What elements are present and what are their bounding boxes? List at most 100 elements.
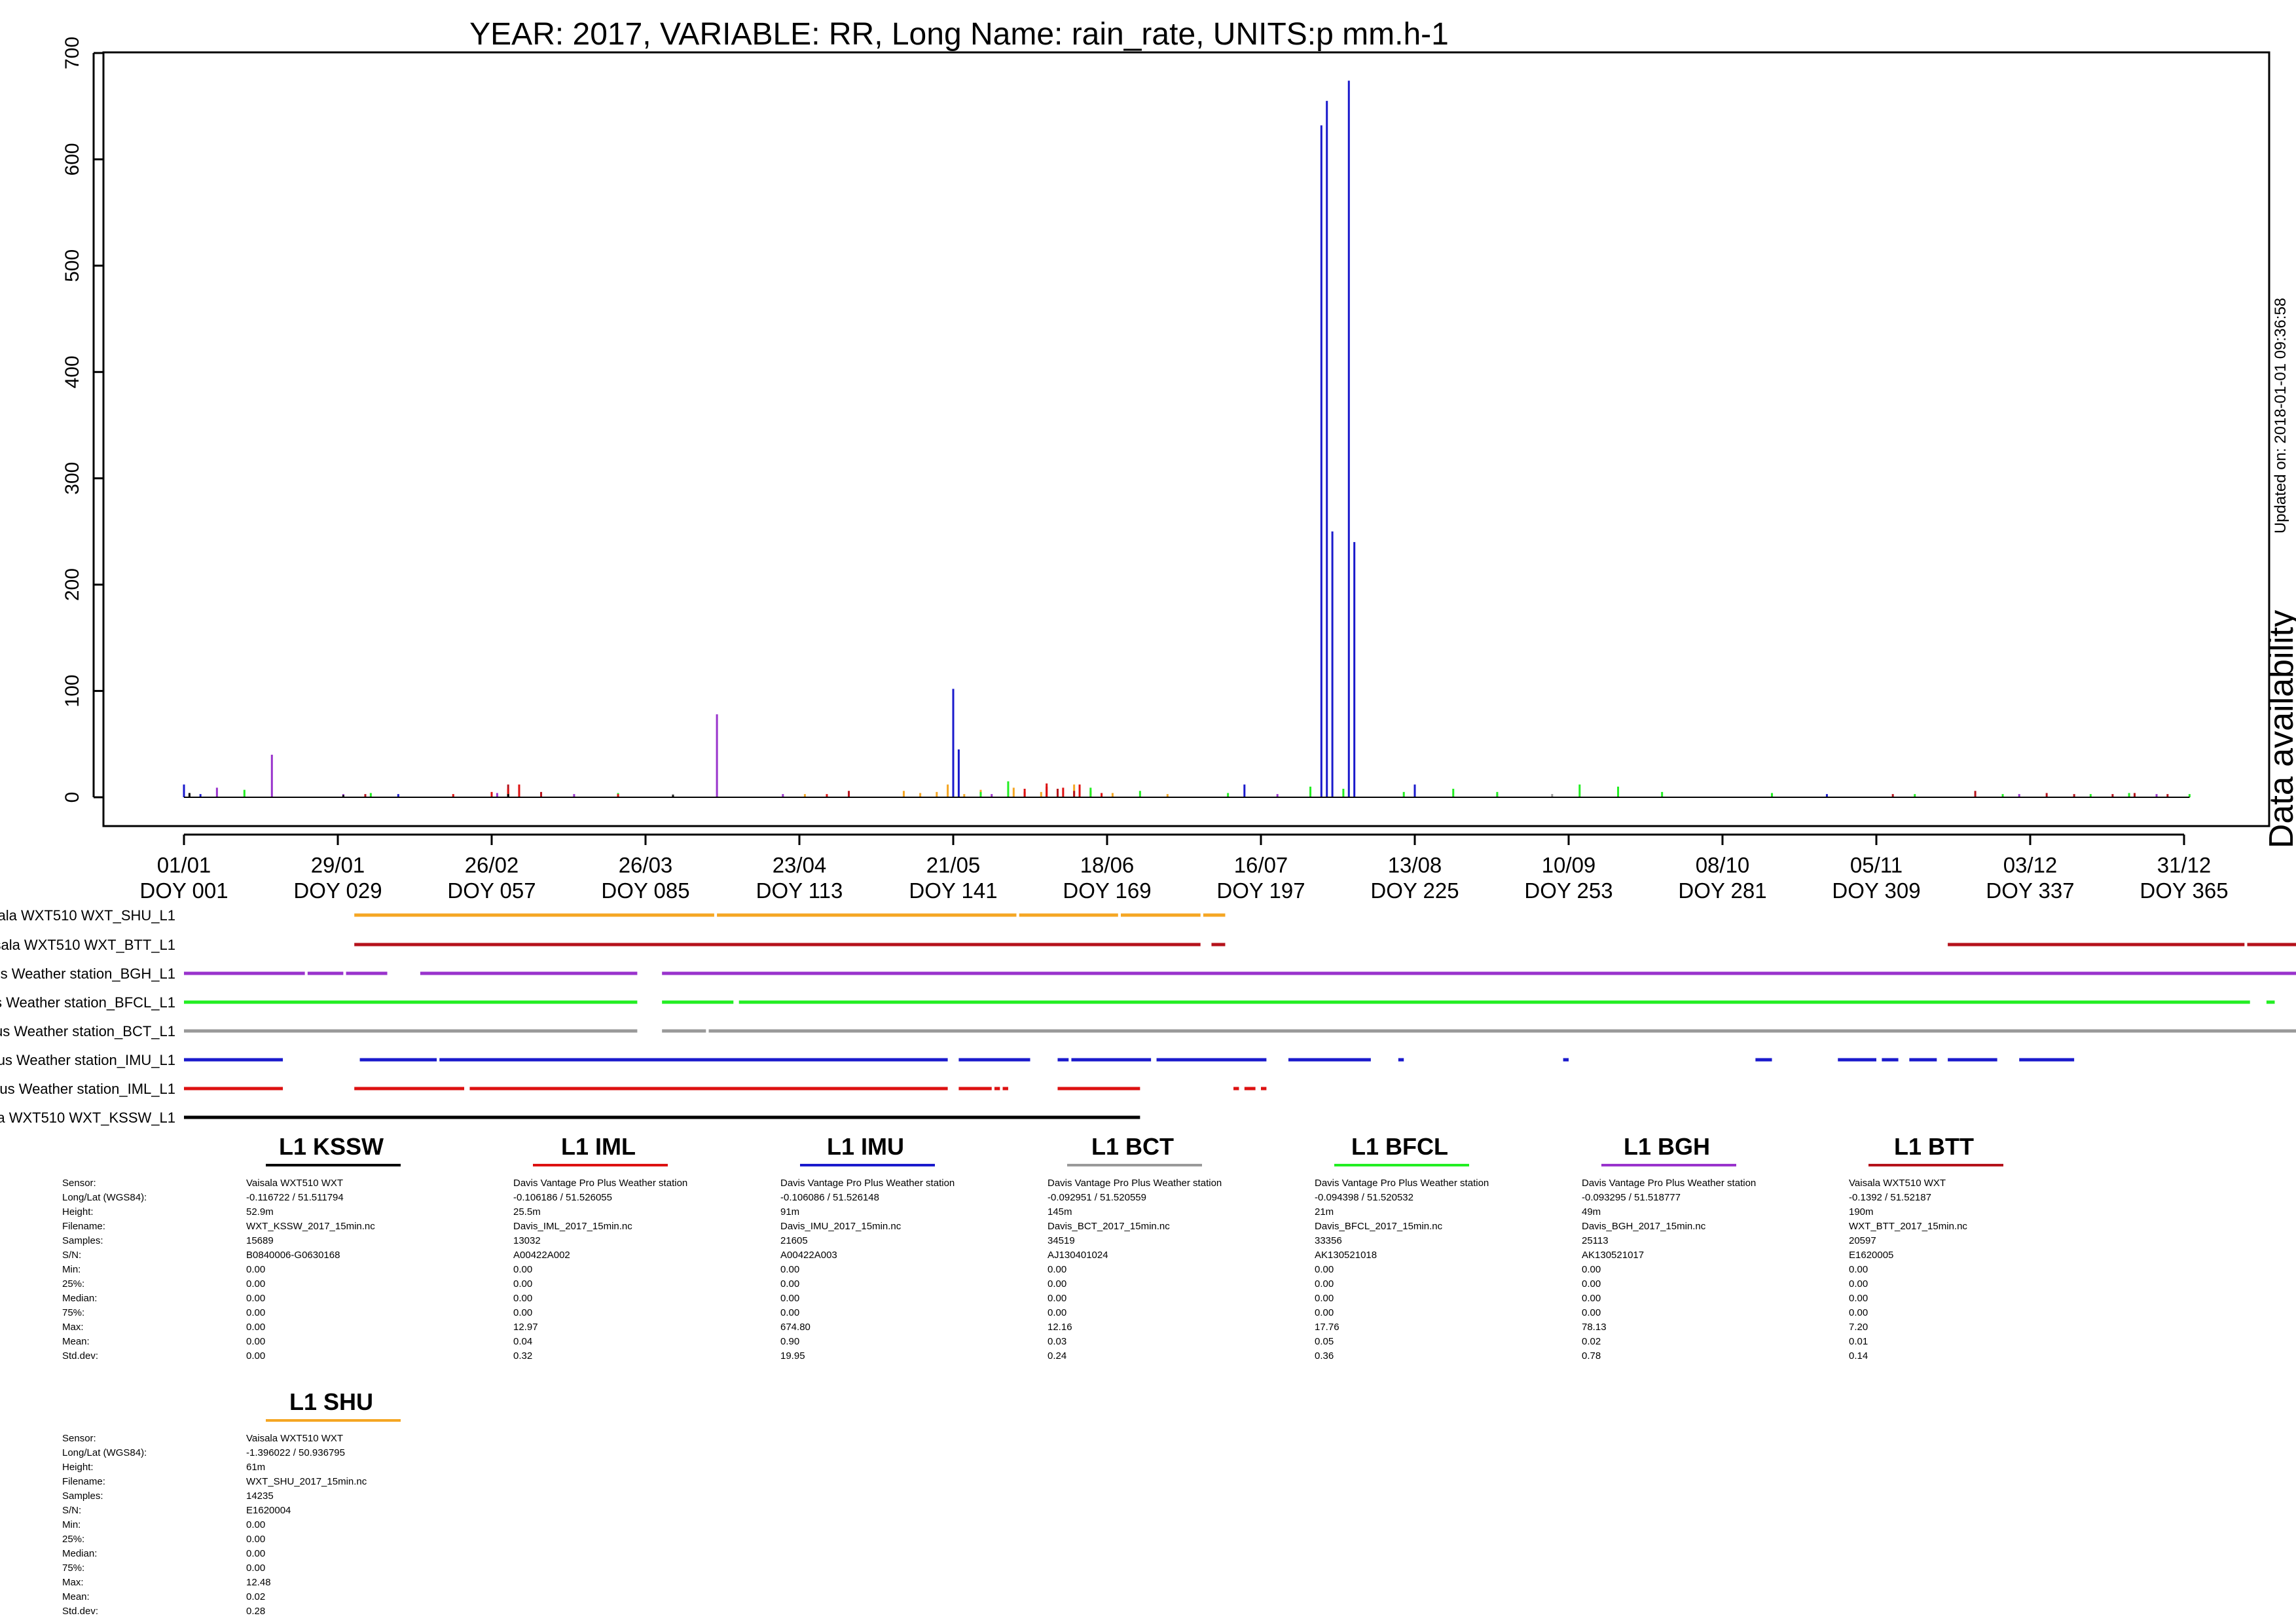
station-color-line bbox=[1334, 1164, 1469, 1166]
station-stat-value: -0.116722 / 51.511794 bbox=[246, 1192, 344, 1203]
availability-row-BFCL: Davis Vantage Pro Plus Weather station_B… bbox=[0, 994, 2275, 1011]
availability-row-BCT: Davis Vantage Pro Plus Weather station_B… bbox=[0, 1023, 2296, 1039]
station-stat-value: 0.00 bbox=[246, 1534, 266, 1545]
station-stat-value: 0.00 bbox=[1048, 1307, 1067, 1318]
x-tick-doy-113: DOY 113 bbox=[756, 878, 843, 903]
station-color-line bbox=[1601, 1164, 1736, 1166]
availability-row-KSSW: Vaisala WXT510 WXT_KSSW_L1 bbox=[0, 1110, 1140, 1126]
stats-label: Samples: bbox=[62, 1490, 103, 1502]
updated-timestamp: Updated on: 2018-01-01 09:36:58 bbox=[2272, 298, 2289, 533]
station-stat-value: 0.32 bbox=[513, 1350, 533, 1362]
x-tick-doy-197: DOY 197 bbox=[1216, 878, 1305, 903]
stats-label: Filename: bbox=[62, 1221, 105, 1232]
station-stat-value: 0.00 bbox=[1048, 1278, 1067, 1290]
station-stat-value: Davis Vantage Pro Plus Weather station bbox=[1048, 1178, 1222, 1189]
station-stat-value: 12.48 bbox=[246, 1577, 271, 1588]
station-stat-value: 0.00 bbox=[1048, 1293, 1067, 1304]
station-color-line bbox=[1868, 1164, 2003, 1166]
station-stat-value: -0.106086 / 51.526148 bbox=[780, 1192, 879, 1203]
station-stat-value: 0.00 bbox=[246, 1519, 266, 1530]
station-stat-value: 0.00 bbox=[513, 1293, 533, 1304]
station-stat-value: 15689 bbox=[246, 1235, 274, 1246]
station-stat-value: 12.16 bbox=[1048, 1322, 1072, 1333]
availability-row-IMU: Davis Vantage Pro Plus Weather station_I… bbox=[0, 1052, 2075, 1068]
station-stat-value: A00422A003 bbox=[780, 1250, 837, 1261]
station-stat-value: 21m bbox=[1315, 1206, 1334, 1218]
x-tick-date-197: 16/07 bbox=[1234, 853, 1288, 877]
station-stat-value: Davis_IMU_2017_15min.nc bbox=[780, 1221, 902, 1232]
x-tick-date-281: 08/10 bbox=[1696, 853, 1750, 877]
stats-label: Mean: bbox=[62, 1336, 90, 1347]
x-tick-date-309: 05/11 bbox=[1850, 853, 1903, 877]
availability-row-label: Vaisala WXT510 WXT_BTT_L1 bbox=[0, 937, 175, 953]
availability-row-IML: Davis Vantage Pro Plus Weather station_I… bbox=[0, 1081, 1267, 1097]
stats-label: 75%: bbox=[62, 1307, 85, 1318]
stats-label: S/N: bbox=[62, 1250, 82, 1261]
x-tick-doy-253: DOY 253 bbox=[1524, 878, 1613, 903]
stats-label: 25%: bbox=[62, 1534, 85, 1545]
x-tick-doy-85: DOY 085 bbox=[601, 878, 689, 903]
station-title: L1 BCT bbox=[1091, 1133, 1174, 1160]
station-stat-value: 0.00 bbox=[246, 1307, 266, 1318]
x-tick-doy-309: DOY 309 bbox=[1832, 878, 1920, 903]
station-stat-value: 0.00 bbox=[246, 1548, 266, 1559]
y-tick-label-300: 300 bbox=[62, 462, 83, 495]
station-stat-value: 0.00 bbox=[780, 1293, 800, 1304]
station-stat-value: 0.00 bbox=[246, 1562, 266, 1574]
station-stat-value: 0.00 bbox=[1315, 1293, 1334, 1304]
x-tick-date-113: 23/04 bbox=[773, 853, 827, 877]
station-stat-value: 0.02 bbox=[1582, 1336, 1601, 1347]
station-color-line bbox=[1067, 1164, 1202, 1166]
stats-label: Sensor: bbox=[62, 1178, 96, 1189]
station-stat-value: 0.00 bbox=[780, 1278, 800, 1290]
availability-row-BTT: Vaisala WXT510 WXT_BTT_L1 bbox=[0, 937, 2296, 953]
station-title: L1 IMU bbox=[826, 1133, 904, 1160]
station-stat-value: B0840006-G0630168 bbox=[246, 1250, 340, 1261]
station-stat-value: 0.00 bbox=[1582, 1264, 1601, 1275]
station-stat-value: 49m bbox=[1582, 1206, 1601, 1218]
x-tick-doy-29: DOY 029 bbox=[293, 878, 382, 903]
series-IMU bbox=[183, 81, 2190, 798]
station-stat-value: 0.28 bbox=[246, 1606, 266, 1617]
stats-label: S/N: bbox=[62, 1505, 82, 1516]
x-tick-date-29: 29/01 bbox=[311, 853, 365, 877]
station-stat-value: 0.00 bbox=[246, 1264, 266, 1275]
stats-label: Samples: bbox=[62, 1235, 103, 1246]
station-stat-value: E1620004 bbox=[246, 1505, 291, 1516]
x-tick-doy-169: DOY 169 bbox=[1063, 878, 1151, 903]
station-stat-value: 34519 bbox=[1048, 1235, 1075, 1246]
station-stat-value: 0.02 bbox=[246, 1591, 266, 1602]
y-tick-label-100: 100 bbox=[62, 675, 83, 708]
station-color-line bbox=[533, 1164, 668, 1166]
station-stat-value: 0.00 bbox=[780, 1264, 800, 1275]
y-tick-label-600: 600 bbox=[62, 143, 83, 175]
stats-label: Mean: bbox=[62, 1591, 90, 1602]
station-stat-value: 14235 bbox=[246, 1490, 274, 1502]
station-stat-value: 0.00 bbox=[1315, 1278, 1334, 1290]
station-stat-value: Vaisala WXT510 WXT bbox=[1849, 1178, 1946, 1189]
x-tick-doy-1: DOY 001 bbox=[139, 878, 228, 903]
station-stat-value: 25113 bbox=[1582, 1235, 1609, 1246]
station-stat-value: 0.00 bbox=[1582, 1293, 1601, 1304]
station-stat-value: 7.20 bbox=[1849, 1322, 1868, 1333]
station-stat-value: Vaisala WXT510 WXT bbox=[246, 1178, 344, 1189]
station-stat-value: 25.5m bbox=[513, 1206, 541, 1218]
series-KSSW bbox=[184, 793, 2190, 798]
x-tick-date-169: 18/06 bbox=[1080, 853, 1135, 877]
x-tick-doy-337: DOY 337 bbox=[1986, 878, 2074, 903]
chart-title: YEAR: 2017, VARIABLE: RR, Long Name: rai… bbox=[469, 17, 1449, 52]
station-stat-value: 0.00 bbox=[246, 1293, 266, 1304]
x-tick-date-365: 31/12 bbox=[2157, 853, 2212, 877]
station-stat-value: Vaisala WXT510 WXT bbox=[246, 1433, 344, 1444]
x-tick-doy-57: DOY 057 bbox=[447, 878, 536, 903]
stats-label: Max: bbox=[62, 1577, 84, 1588]
y-tick-label-400: 400 bbox=[62, 355, 83, 388]
station-stat-value: 0.05 bbox=[1315, 1336, 1334, 1347]
station-stat-value: 0.00 bbox=[1315, 1307, 1334, 1318]
station-stat-value: AK130521017 bbox=[1582, 1250, 1645, 1261]
station-stat-value: 52.9m bbox=[246, 1206, 274, 1218]
station-stat-value: WXT_KSSW_2017_15min.nc bbox=[246, 1221, 375, 1232]
station-stat-value: 0.00 bbox=[1849, 1293, 1868, 1304]
station-stat-value: 0.00 bbox=[780, 1307, 800, 1318]
